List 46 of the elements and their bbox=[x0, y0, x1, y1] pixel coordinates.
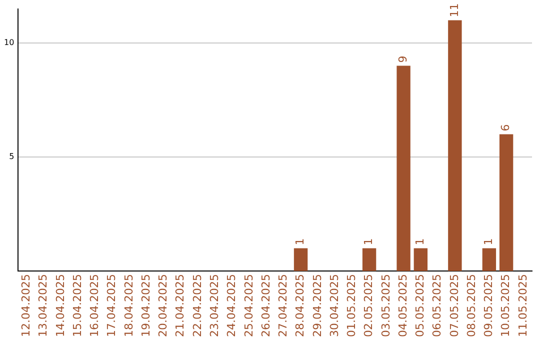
bar bbox=[362, 248, 376, 272]
x-tick-label: 15.04.2025 bbox=[70, 274, 84, 338]
bar bbox=[396, 66, 410, 272]
data-label: 11 bbox=[448, 3, 461, 18]
x-tick-label: 11.05.2025 bbox=[516, 274, 530, 338]
bar bbox=[294, 248, 308, 272]
x-tick-label: 09.05.2025 bbox=[482, 274, 496, 338]
x-tick-label: 29.04.2025 bbox=[310, 274, 324, 338]
x-tick-label: 14.04.2025 bbox=[54, 274, 67, 338]
x-tick-label: 27.04.2025 bbox=[276, 274, 290, 338]
data-label: 1 bbox=[362, 238, 376, 246]
x-tick-label: 21.04.2025 bbox=[174, 274, 187, 338]
bar bbox=[448, 20, 462, 272]
x-tick-label: 25.04.2025 bbox=[242, 274, 256, 338]
x-tick-label: 06.05.2025 bbox=[430, 274, 444, 338]
x-tick-label: 02.05.2025 bbox=[362, 274, 376, 338]
x-tick-label: 16.04.2025 bbox=[88, 274, 102, 338]
bar bbox=[414, 248, 428, 272]
data-label: 1 bbox=[482, 238, 496, 246]
x-tick-label: 17.04.2025 bbox=[105, 274, 118, 338]
bar bbox=[482, 248, 496, 272]
data-label: 9 bbox=[396, 56, 410, 63]
y-tick-label: 5 bbox=[9, 152, 14, 162]
x-tick-label: 01.05.2025 bbox=[345, 274, 358, 338]
data-label: 6 bbox=[499, 124, 512, 132]
data-label: 1 bbox=[414, 238, 427, 246]
x-tick-label: 13.04.2025 bbox=[36, 274, 50, 338]
x-tick-label: 10.05.2025 bbox=[499, 274, 512, 338]
x-tick-label: 07.05.2025 bbox=[448, 274, 461, 338]
x-tick-label: 23.04.2025 bbox=[208, 274, 222, 338]
x-tick-label: 19.04.2025 bbox=[139, 274, 152, 338]
x-tick-label: 26.04.2025 bbox=[259, 274, 272, 338]
y-tick-label: 10 bbox=[4, 38, 14, 48]
x-tick-label: 12.04.2025 bbox=[20, 274, 33, 338]
data-label: 1 bbox=[294, 238, 307, 246]
x-tick-label: 24.04.2025 bbox=[225, 274, 238, 338]
x-tick-label: 30.04.2025 bbox=[328, 274, 341, 338]
x-tick-label: 18.04.2025 bbox=[122, 274, 136, 338]
x-tick-label: 03.05.2025 bbox=[379, 274, 392, 338]
x-tick-label: 20.04.2025 bbox=[156, 274, 170, 338]
x-tick-label: 04.05.2025 bbox=[396, 274, 410, 338]
x-tick-label: 08.05.2025 bbox=[464, 274, 478, 338]
x-tick-label: 05.05.2025 bbox=[414, 274, 427, 338]
x-tick-label: 22.04.2025 bbox=[190, 274, 204, 338]
bar bbox=[499, 134, 514, 272]
x-tick-label: 28.04.2025 bbox=[294, 274, 307, 338]
